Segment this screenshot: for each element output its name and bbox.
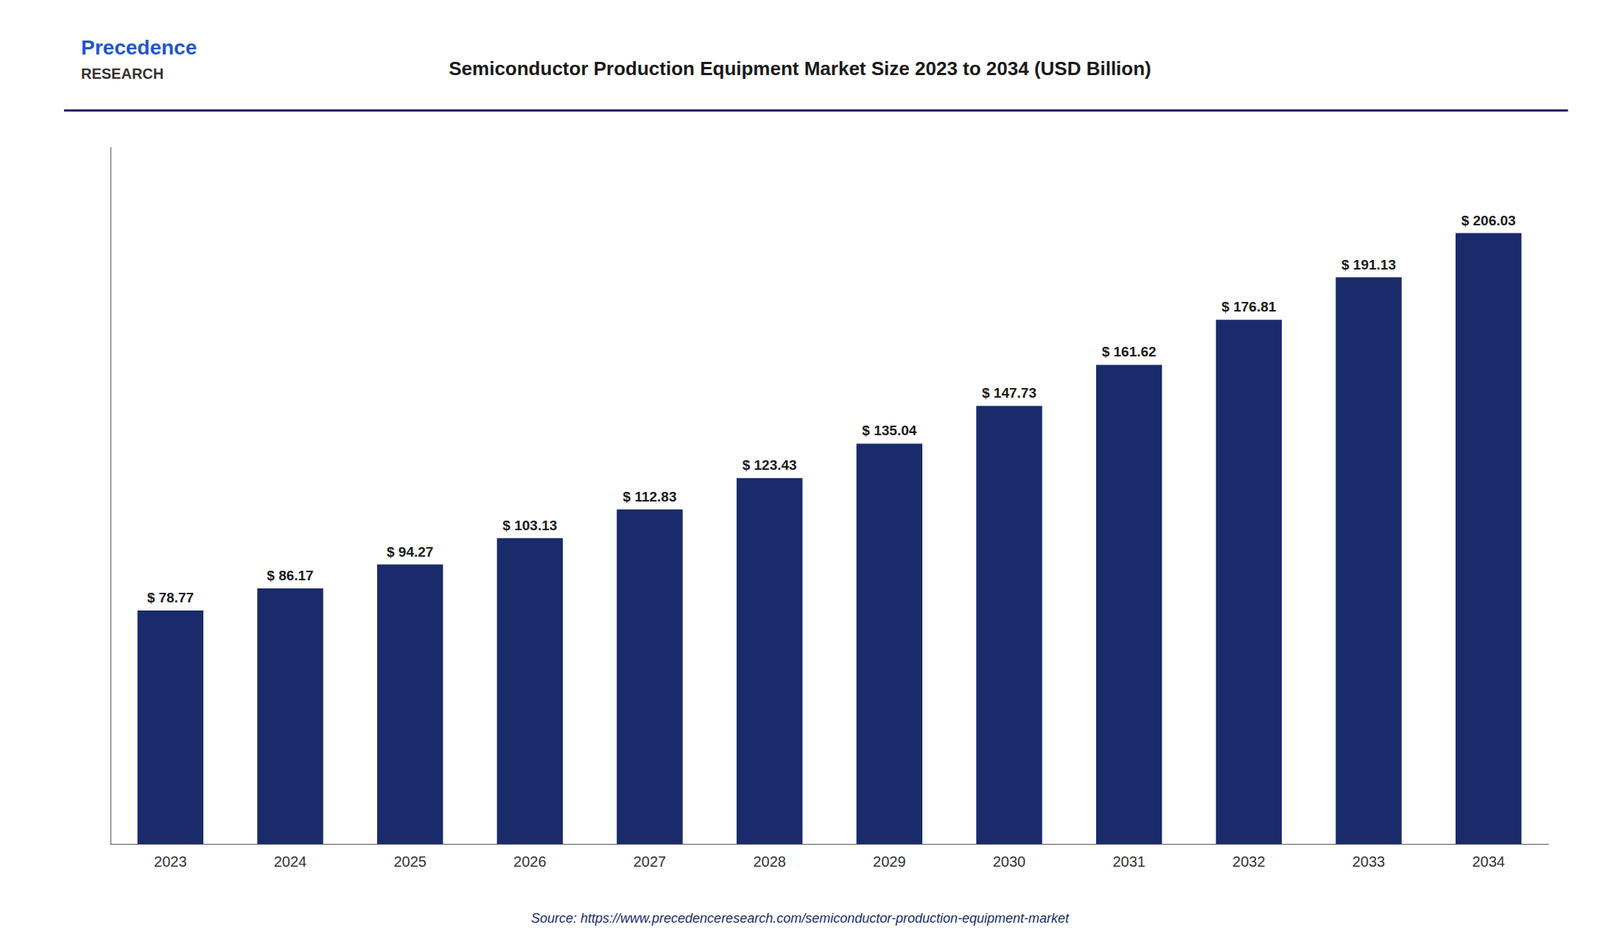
svg-text:$ 78.77: $ 78.77 — [147, 590, 194, 606]
svg-text:$ 206.03: $ 206.03 — [1461, 212, 1517, 229]
svg-text:2030: 2030 — [993, 853, 1027, 870]
svg-text:$ 112.83: $ 112.83 — [623, 489, 677, 505]
svg-text:$ 86.17: $ 86.17 — [266, 567, 314, 584]
svg-text:$ 103.13: $ 103.13 — [502, 517, 557, 534]
svg-text:RESEARCH: RESEARCH — [81, 65, 164, 82]
svg-text:$ 191.13: $ 191.13 — [1341, 257, 1396, 273]
svg-text:2025: 2025 — [393, 853, 427, 870]
svg-text:Source: https://www.precedence: Source: https://www.precedenceresearch.c… — [531, 911, 1070, 926]
svg-text:Precedence: Precedence — [81, 36, 197, 59]
svg-text:2033: 2033 — [1352, 853, 1386, 870]
svg-text:2028: 2028 — [752, 853, 787, 870]
svg-text:2023: 2023 — [153, 853, 188, 870]
svg-text:$ 123.43: $ 123.43 — [742, 457, 798, 473]
svg-text:$ 94.27: $ 94.27 — [386, 544, 434, 560]
svg-text:$ 161.62: $ 161.62 — [1102, 344, 1157, 360]
svg-text:2026: 2026 — [513, 853, 547, 870]
svg-text:2024: 2024 — [274, 853, 308, 870]
svg-text:2034: 2034 — [1471, 853, 1505, 870]
svg-text:$ 135.04: $ 135.04 — [861, 422, 917, 439]
svg-text:2029: 2029 — [872, 853, 907, 870]
svg-text:2027: 2027 — [633, 853, 667, 870]
svg-text:$ 176.81: $ 176.81 — [1221, 299, 1276, 315]
svg-text:$ 147.73: $ 147.73 — [981, 385, 1037, 401]
svg-text:Semiconductor Production Equip: Semiconductor Production Equipment Marke… — [448, 57, 1152, 80]
svg-text:2031: 2031 — [1112, 853, 1146, 870]
svg-text:2032: 2032 — [1232, 853, 1266, 870]
